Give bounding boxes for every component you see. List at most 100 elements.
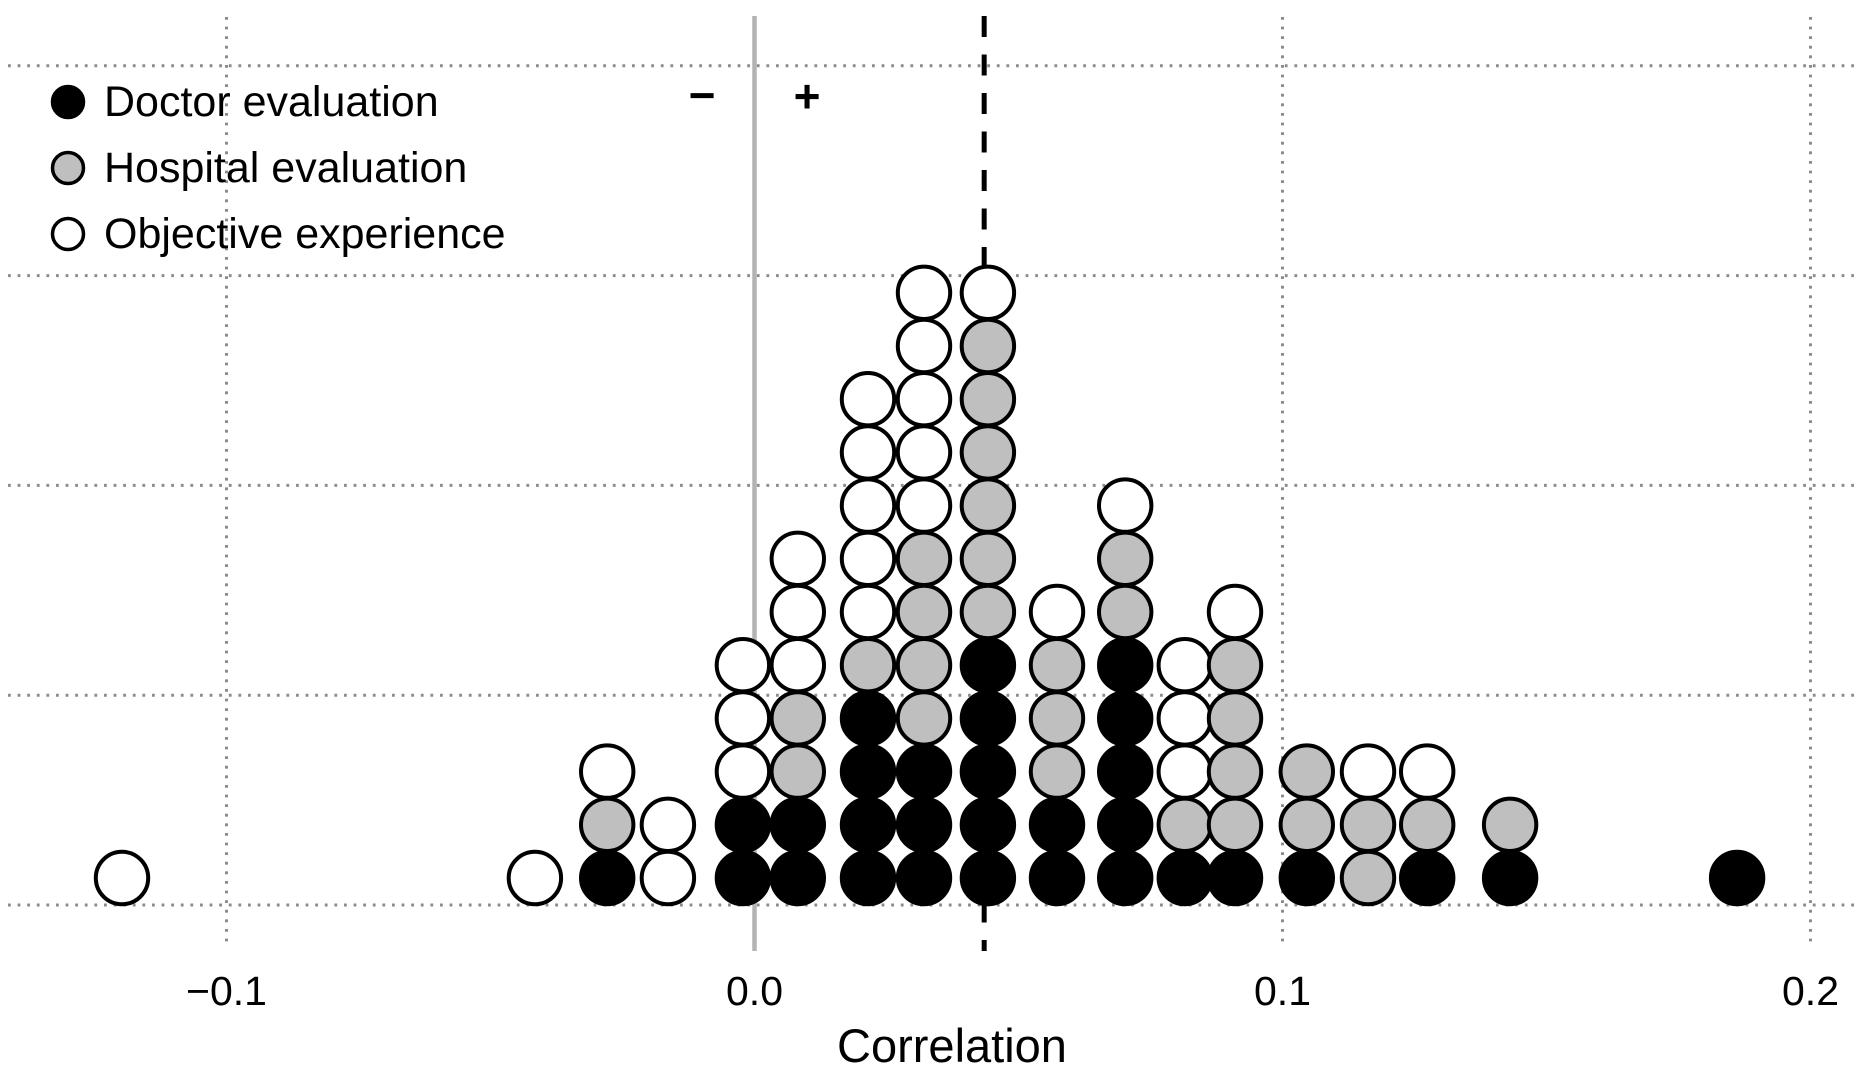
dot-objective: [1097, 477, 1154, 534]
dot-hospital: [959, 583, 1017, 641]
dot-doctor: [1097, 690, 1154, 747]
x-tick-label: 0.0: [726, 968, 783, 1014]
dot-doctor: [1278, 849, 1336, 907]
dot-doctor: [769, 849, 826, 907]
dot-objective: [895, 317, 953, 375]
legend-item-hospital-evaluation: Hospital evaluation: [50, 144, 467, 192]
dot-objective: [639, 849, 697, 907]
dot-hospital: [1028, 690, 1086, 747]
dot-hospital: [959, 317, 1017, 375]
dot-objective: [839, 371, 897, 428]
hospital-evaluation-dot-icon: [50, 150, 86, 186]
dot-doctor: [1708, 849, 1766, 907]
dot-doctor: [714, 796, 772, 853]
dot-hospital: [1206, 637, 1264, 694]
dot-objective: [895, 424, 953, 481]
doctor-evaluation-dot-icon: [50, 84, 86, 120]
legend-item-doctor-evaluation: Doctor evaluation: [50, 78, 439, 126]
gridlines: [8, 17, 1860, 948]
dot-columns: [93, 264, 1766, 907]
dot-doctor: [839, 743, 897, 800]
dot-hospital: [1278, 796, 1336, 853]
dot-doctor: [579, 849, 636, 907]
dot-doctor: [895, 743, 953, 800]
legend-label-objective-experience: Objective experience: [104, 210, 506, 258]
dot-objective: [769, 637, 826, 694]
dot-objective: [1206, 583, 1264, 641]
dot-doctor: [1156, 849, 1214, 907]
dot-objective: [895, 477, 953, 534]
dot-objective: [714, 637, 772, 694]
dot-objective: [839, 477, 897, 534]
negative-side-sign: −: [689, 69, 716, 121]
dot-doctor: [1399, 849, 1456, 907]
dot-objective: [93, 849, 151, 907]
dot-hospital: [959, 424, 1017, 481]
dot-doctor: [1097, 637, 1154, 694]
dot-doctor: [959, 796, 1017, 853]
dot-doctor: [895, 796, 953, 853]
legend-label-hospital-evaluation: Hospital evaluation: [104, 144, 467, 192]
dot-hospital: [1206, 796, 1264, 853]
dot-objective: [1156, 690, 1214, 747]
dot-doctor: [959, 637, 1017, 694]
dot-objective: [839, 424, 897, 481]
dot-doctor: [1097, 743, 1154, 800]
dot-doctor: [1481, 849, 1539, 907]
dot-doctor: [839, 690, 897, 747]
dot-doctor: [959, 690, 1017, 747]
dot-doctor: [1206, 849, 1264, 907]
dot-objective: [895, 371, 953, 428]
dot-objective: [769, 583, 826, 641]
legend-item-objective-experience: Objective experience: [50, 210, 506, 258]
dot-hospital: [1399, 796, 1456, 853]
dot-hospital: [895, 690, 953, 747]
dot-objective: [1156, 637, 1214, 694]
dot-doctor: [1028, 796, 1086, 853]
x-axis-title: Correlation: [837, 1019, 1067, 1072]
dot-objective: [959, 264, 1017, 321]
dot-hospital: [959, 477, 1017, 534]
dot-hospital: [1278, 743, 1336, 800]
dot-hospital: [1206, 690, 1264, 747]
dot-hospital: [1481, 796, 1539, 853]
dot-hospital: [1206, 743, 1264, 800]
dot-hospital: [895, 637, 953, 694]
dot-doctor: [839, 849, 897, 907]
dot-hospital: [1339, 849, 1397, 907]
dot-doctor: [895, 849, 953, 907]
dot-hospital: [579, 796, 636, 853]
dot-objective: [1156, 743, 1214, 800]
dot-objective: [506, 849, 564, 907]
x-axis-tick-labels: −0.1 0.0 0.1 0.2: [186, 968, 1839, 1014]
dot-hospital: [895, 583, 953, 641]
dot-doctor: [769, 796, 826, 853]
dot-hospital: [769, 743, 826, 800]
positive-side-sign: +: [794, 70, 821, 122]
legend-label-doctor-evaluation: Doctor evaluation: [104, 78, 439, 126]
dot-objective: [579, 743, 636, 800]
dot-hospital: [1028, 637, 1086, 694]
objective-experience-dot-icon: [50, 216, 86, 252]
dot-objective: [1399, 743, 1456, 800]
dot-objective: [639, 796, 697, 853]
dot-doctor: [839, 796, 897, 853]
dot-hospital: [1097, 583, 1154, 641]
dot-doctor: [959, 849, 1017, 907]
dot-hospital: [769, 690, 826, 747]
dot-objective: [895, 264, 953, 321]
x-tick-label: −0.1: [186, 968, 267, 1014]
dot-doctor: [1097, 849, 1154, 907]
dot-objective: [714, 743, 772, 800]
dot-objective: [714, 690, 772, 747]
dot-doctor: [959, 743, 1017, 800]
dot-doctor: [1097, 796, 1154, 853]
dot-hospital: [1097, 530, 1154, 587]
dot-objective: [769, 530, 826, 587]
dot-hospital: [895, 530, 953, 587]
dot-doctor: [1028, 849, 1086, 907]
dot-objective: [1339, 743, 1397, 800]
dot-hospital: [959, 371, 1017, 428]
